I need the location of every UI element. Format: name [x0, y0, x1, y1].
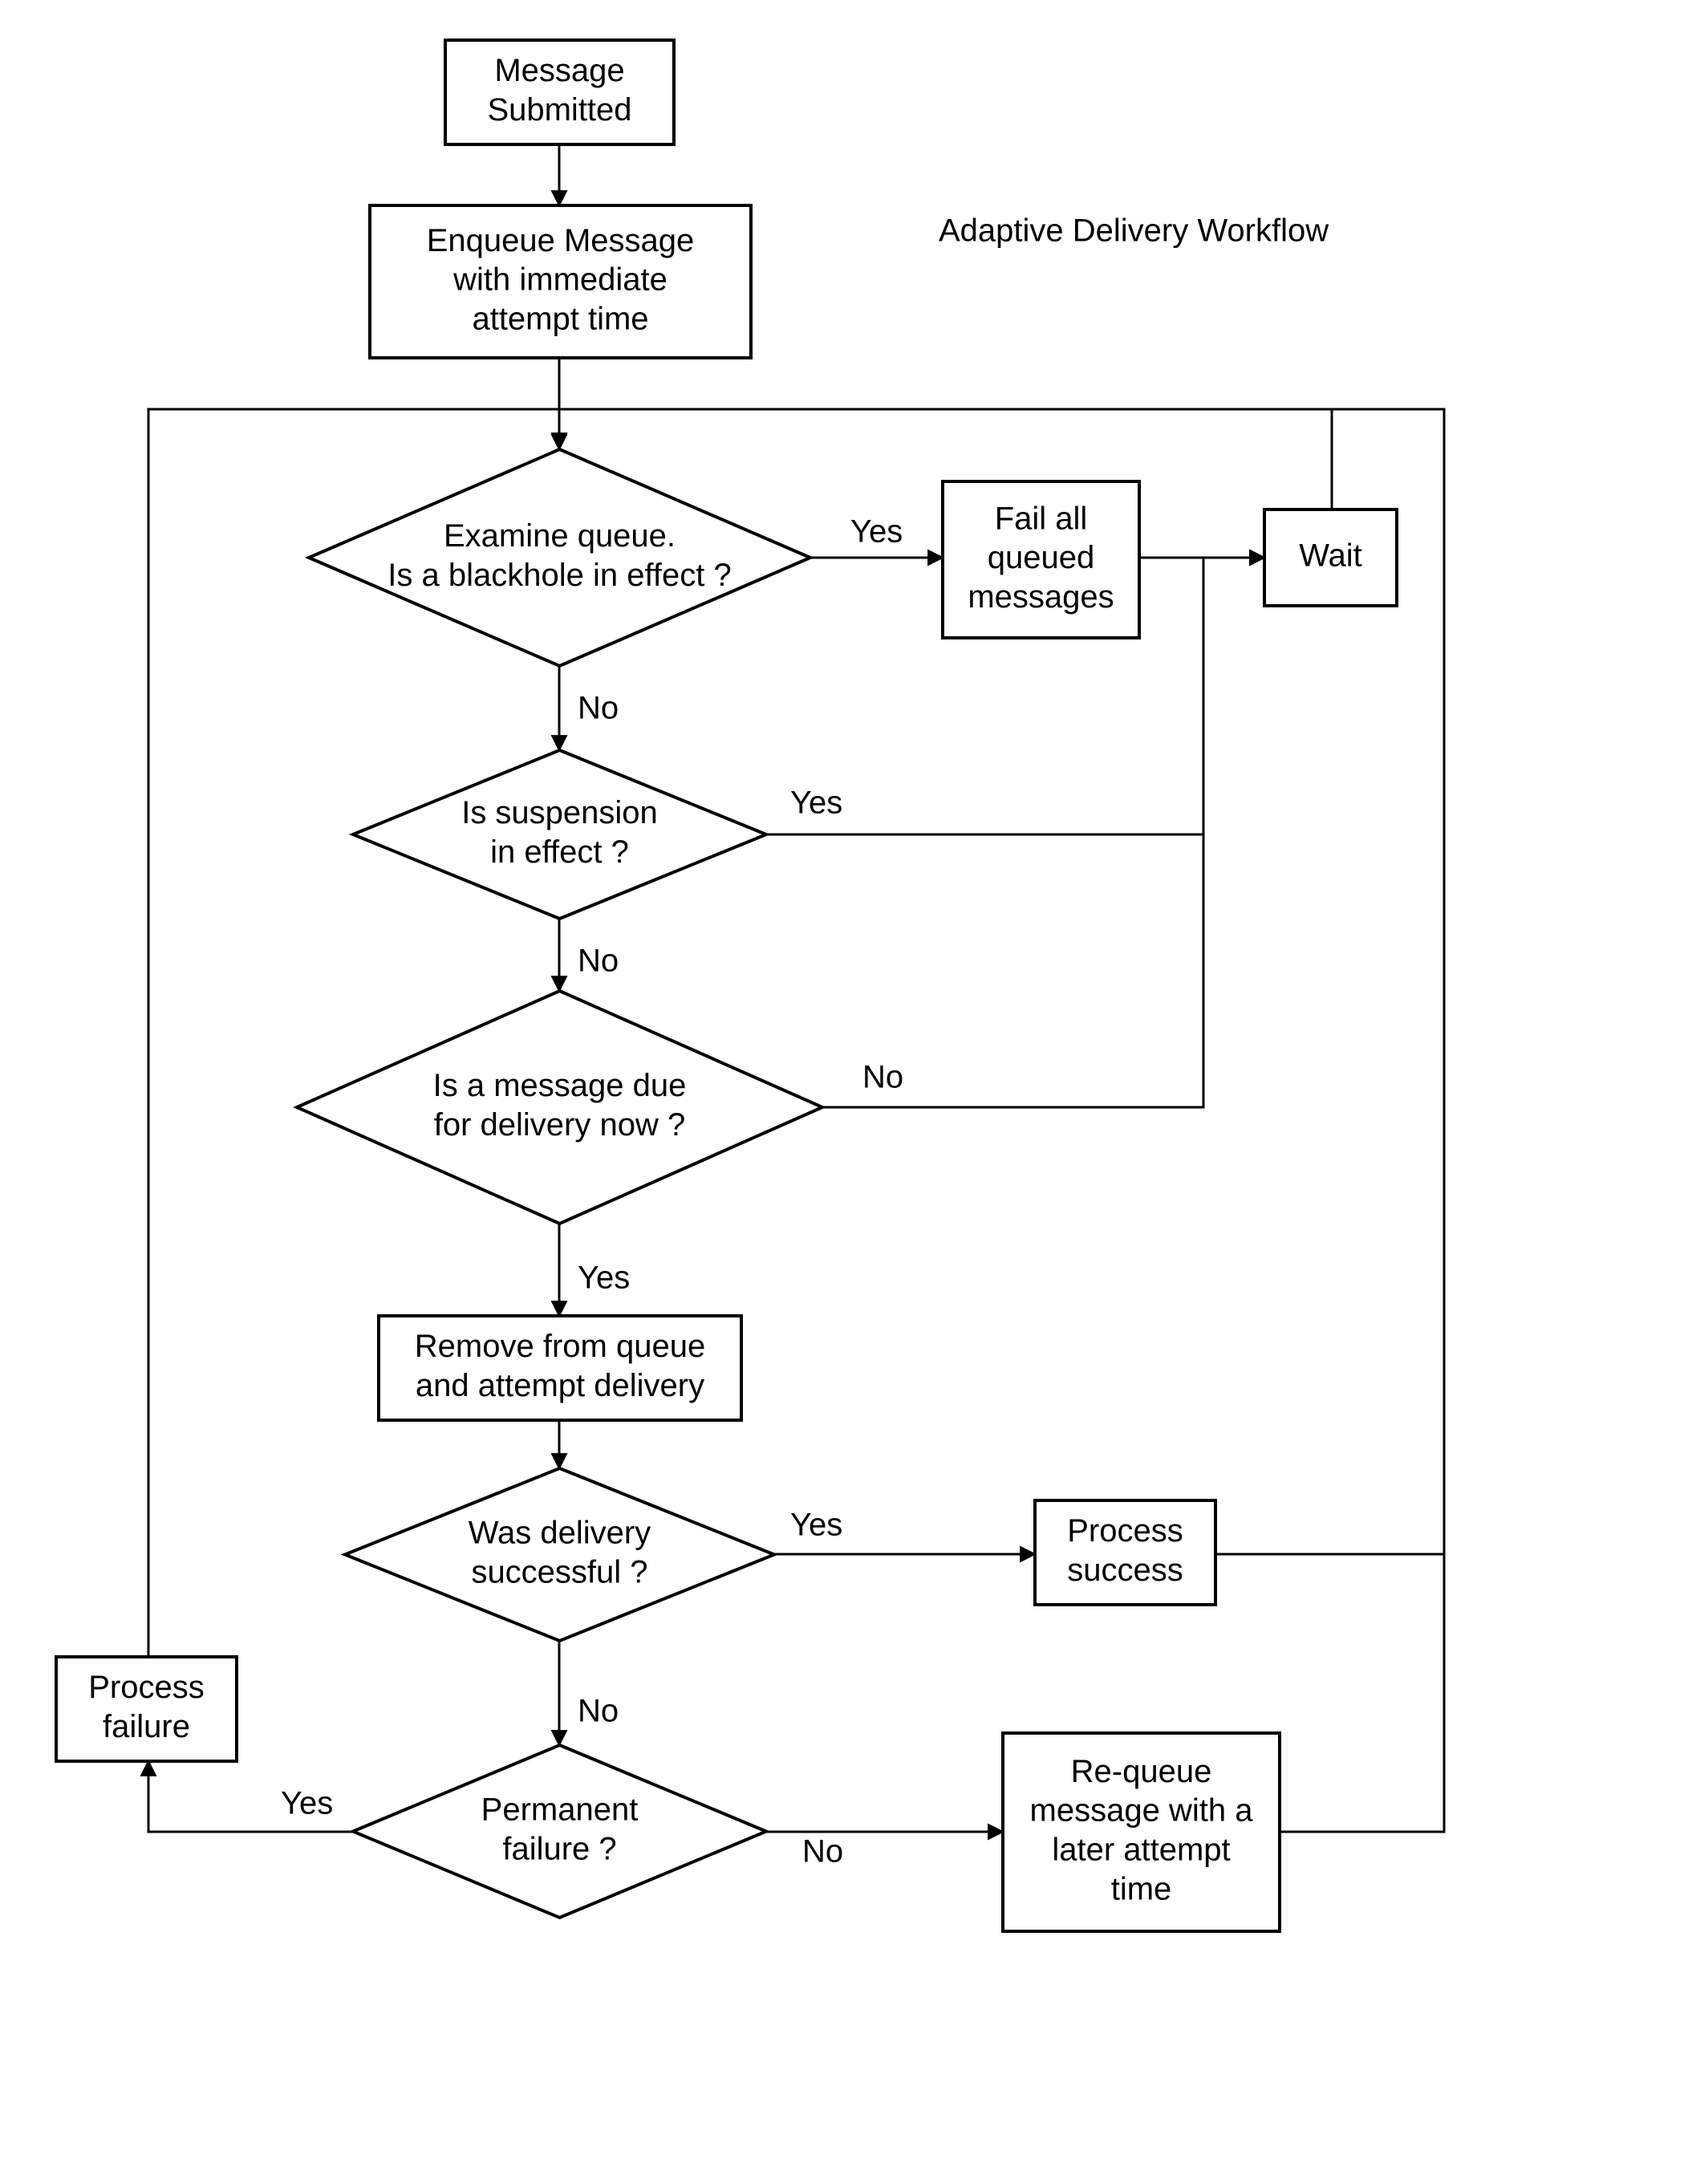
node-fail_all-label: messages — [968, 579, 1114, 615]
node-remove-label: and attempt delivery — [416, 1368, 704, 1403]
edge-label-permfail-no: No — [802, 1834, 843, 1869]
node-d_suspend-label: in effect ? — [490, 834, 629, 870]
node-d_suspend-label: Is suspension — [461, 795, 658, 830]
edge-label-permfail-yes: Yes — [281, 1786, 333, 1821]
node-proc_success-label: success — [1067, 1553, 1183, 1588]
node-wait-label: Wait — [1299, 538, 1362, 574]
edge-label-blackhole-no: No — [578, 691, 619, 726]
edge-label-due-yes: Yes — [578, 1260, 630, 1296]
node-requeue-label: time — [1111, 1871, 1172, 1906]
node-start-label: Message — [494, 53, 624, 88]
edge-label-suspend-yes: Yes — [790, 786, 842, 821]
edge-label-due-no: No — [862, 1060, 903, 1095]
node-proc_failure-label: failure — [103, 1709, 190, 1744]
node-remove-label: Remove from queue — [415, 1329, 705, 1364]
diagram-title: Adaptive Delivery Workflow — [939, 213, 1329, 249]
node-d_blackhole-label: Examine queue. — [444, 518, 676, 554]
edge-requeue-loop — [1280, 1554, 1444, 1832]
edge-label-blackhole-yes: Yes — [850, 514, 903, 550]
node-d_permfail-label: failure ? — [502, 1831, 616, 1866]
node-d_due-label: Is a message due — [433, 1068, 687, 1103]
node-proc_success-label: Process — [1067, 1513, 1183, 1549]
node-d_success-label: Was delivery — [469, 1516, 651, 1551]
edge-label-suspend-no: No — [578, 944, 619, 979]
node-d_permfail-label: Permanent — [481, 1792, 639, 1828]
node-requeue-label: later attempt — [1052, 1832, 1230, 1867]
node-requeue-label: Re-queue — [1071, 1754, 1212, 1789]
node-fail_all-label: Fail all — [995, 501, 1088, 536]
edge-label-success-no: No — [578, 1694, 619, 1729]
node-enqueue-label: Enqueue Message — [427, 223, 695, 258]
edge-label-success-yes: Yes — [790, 1508, 842, 1543]
node-enqueue-label: attempt time — [472, 301, 648, 336]
node-proc_failure-label: Process — [88, 1670, 205, 1705]
node-fail_all-label: queued — [988, 540, 1094, 575]
node-requeue-label: message with a — [1030, 1793, 1254, 1829]
node-d_blackhole-label: Is a blackhole in effect ? — [388, 558, 731, 593]
node-d_success-label: successful ? — [471, 1554, 647, 1589]
node-enqueue-label: with immediate — [452, 262, 668, 298]
node-start-label: Submitted — [487, 92, 631, 128]
flowchart-canvas: Adaptive Delivery Workflow Yes No Yes No… — [0, 0, 1684, 2184]
node-d_due-label: for delivery now ? — [434, 1107, 685, 1143]
